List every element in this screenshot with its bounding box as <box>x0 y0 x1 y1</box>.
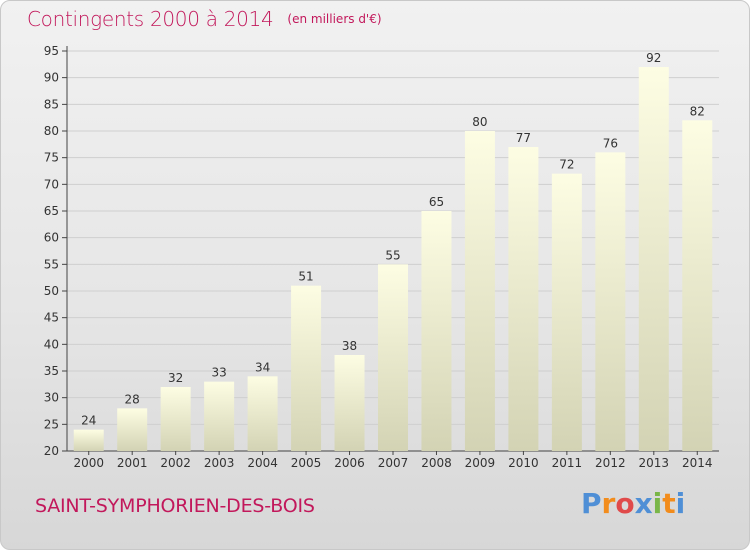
x-tick-label: 2003 <box>204 456 235 470</box>
data-label: 51 <box>298 270 313 284</box>
x-tick-label: 2012 <box>595 456 626 470</box>
logo-letter: i <box>675 487 686 520</box>
y-tick-label: 40 <box>44 337 59 351</box>
data-label: 32 <box>168 371 183 385</box>
x-tick-label: 2004 <box>247 456 278 470</box>
subtitle-text: (en milliers d'€) <box>287 12 382 26</box>
y-tick-label: 95 <box>44 44 59 58</box>
x-tick-label: 2006 <box>334 456 365 470</box>
y-tick-label: 70 <box>44 177 59 191</box>
bar-2007 <box>378 264 408 451</box>
logo-letter: t <box>662 487 676 520</box>
bar-2013 <box>638 67 669 451</box>
data-label: 33 <box>211 366 226 380</box>
y-tick-label: 90 <box>44 71 59 85</box>
y-tick-label: 85 <box>44 97 59 111</box>
bar-2006 <box>334 355 365 451</box>
bar-2009 <box>464 131 495 451</box>
y-tick-label: 30 <box>44 391 59 405</box>
bar-2014 <box>682 120 713 451</box>
bar-2010 <box>508 147 539 451</box>
data-label: 72 <box>559 158 574 172</box>
logo-letter: P <box>581 487 602 520</box>
chart-title: Contingents 2000 à 2014 (en milliers d'€) <box>27 7 382 31</box>
y-tick-label: 25 <box>44 417 59 431</box>
bar-2003 <box>204 381 235 451</box>
data-label: 55 <box>385 248 400 262</box>
commune-name: SAINT-SYMPHORIEN-DES-BOIS <box>35 495 315 517</box>
y-tick-label: 80 <box>44 124 59 138</box>
y-tick-label: 50 <box>44 284 59 298</box>
y-tick-label: 35 <box>44 364 59 378</box>
x-tick-label: 2013 <box>639 456 670 470</box>
y-tick-label: 65 <box>44 204 59 218</box>
logo-letter: o <box>615 487 635 520</box>
x-tick-label: 2008 <box>421 456 452 470</box>
bar-2002 <box>160 387 191 451</box>
x-tick-label: 2000 <box>73 456 104 470</box>
bars <box>73 67 713 452</box>
x-tick-label: 2002 <box>160 456 191 470</box>
data-label: 76 <box>603 136 618 150</box>
y-tick-label: 75 <box>44 151 59 165</box>
x-tick-label: 2011 <box>552 456 583 470</box>
bar-2001 <box>117 408 148 451</box>
title-text: Contingents 2000 à 2014 <box>27 7 274 31</box>
bar-2011 <box>551 173 582 451</box>
logo-letter: i <box>652 487 663 520</box>
bar-2012 <box>595 152 626 452</box>
proxiti-logo: Proxiti <box>581 487 685 520</box>
bar-2008 <box>421 211 452 451</box>
data-label: 77 <box>516 131 531 145</box>
logo-letter: r <box>601 487 616 520</box>
y-tick-label: 45 <box>44 311 59 325</box>
labels: 20 25 30 35 40 45 50 55 60 65 70 75 80 85 90 95 24 2000 28… <box>44 44 713 470</box>
data-label: 34 <box>255 360 270 374</box>
x-tick-label: 2001 <box>117 456 148 470</box>
x-tick-label: 2007 <box>378 456 409 470</box>
bar-2005 <box>291 285 322 451</box>
data-label: 24 <box>81 414 96 428</box>
x-tick-label: 2014 <box>682 456 713 470</box>
data-label: 80 <box>472 115 487 129</box>
x-tick-label: 2010 <box>508 456 539 470</box>
y-tick-label: 55 <box>44 257 59 271</box>
bar-2000 <box>73 429 104 451</box>
y-tick-label: 60 <box>44 231 59 245</box>
data-label: 92 <box>646 51 661 65</box>
data-label: 28 <box>125 392 140 406</box>
data-label: 65 <box>429 195 444 209</box>
x-tick-label: 2009 <box>465 456 496 470</box>
logo-letter: x <box>634 487 653 520</box>
y-tick-label: 20 <box>44 444 59 458</box>
data-label: 82 <box>690 104 705 118</box>
x-tick-label: 2005 <box>291 456 322 470</box>
bar-2004 <box>247 376 278 451</box>
data-label: 38 <box>342 339 357 353</box>
